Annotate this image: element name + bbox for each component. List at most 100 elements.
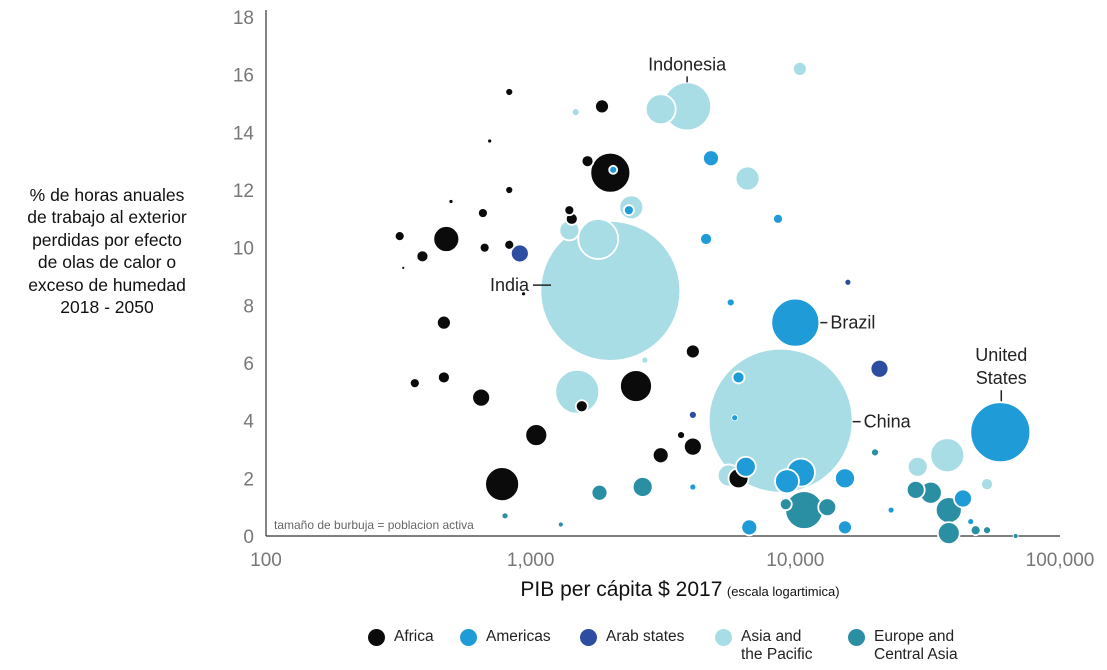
bubble-americas xyxy=(731,370,746,385)
legend-swatch xyxy=(368,629,385,646)
bubble-asia-and-the-pacific xyxy=(906,455,929,478)
bubble-africa xyxy=(504,185,515,195)
legend-label-line: Central Asia xyxy=(874,646,958,663)
bubble-americas xyxy=(725,297,736,308)
x-axis-label: PIB per cápita $ 2017 (escala logartimic… xyxy=(380,578,980,602)
annotation-china: China xyxy=(864,412,912,432)
bubble-americas xyxy=(967,518,975,525)
bubble-europe-and-central-asia xyxy=(590,483,609,502)
y-axis-label-line: % de horas anuales xyxy=(29,185,185,205)
bubble-africa xyxy=(408,377,421,390)
y-tick-label: 8 xyxy=(243,296,254,317)
annotation-layer: Indonesia India Brazil China United States xyxy=(490,54,1027,431)
x-axis-title: PIB per cápita $ 2017 xyxy=(520,578,723,601)
legend-label-line: Americas xyxy=(486,628,551,645)
y-tick-label: 16 xyxy=(233,66,254,87)
y-axis-label-line: de olas de calor o xyxy=(37,252,177,273)
y-axis-label-line: 2018 - 2050 xyxy=(60,297,154,318)
y-axis-label-line: de trabajo al exterior xyxy=(27,207,187,228)
x-tick-labels: 100 1,000 10,000 100,000 xyxy=(250,550,1094,571)
legend-label-line: Europe and xyxy=(874,628,955,645)
legend-label-line: the Pacific xyxy=(741,646,813,663)
bubble-americas xyxy=(772,212,784,225)
bubble-africa xyxy=(503,238,516,251)
bubble-africa xyxy=(619,369,653,403)
bubble-americas xyxy=(689,483,697,491)
bubble-americas xyxy=(969,401,1032,464)
y-axis-label-line: perdidas por efecto xyxy=(32,229,182,250)
bubble-size-note: tamaño de burbuja = poblacion activa xyxy=(274,518,474,532)
y-tick-label: 4 xyxy=(243,412,254,433)
bubble-europe-and-central-asia xyxy=(1012,533,1019,539)
legend-item: Africa xyxy=(368,628,434,646)
legend-label: Europe and Central Asia xyxy=(874,628,958,664)
legend-label: Asia and the Pacific xyxy=(741,628,813,664)
bubble-europe-and-central-asia xyxy=(870,447,880,458)
legend-label: Arab states xyxy=(606,628,684,646)
bubble-asia-and-the-pacific xyxy=(929,437,966,474)
annotation-united-states-line2: States xyxy=(976,368,1027,388)
y-axis-label: % de horas anuales de trabajo al exterior… xyxy=(0,184,214,318)
bubble-europe-and-central-asia xyxy=(969,524,982,537)
bubble-africa xyxy=(504,87,515,97)
bubble-asia-and-the-pacific xyxy=(641,356,649,364)
legend-label-line: Arab states xyxy=(606,628,685,645)
x-tick-label: 100,000 xyxy=(1026,550,1095,571)
bubble-americas xyxy=(622,204,635,217)
legend-item: Arab states xyxy=(580,628,684,646)
bubble-africa xyxy=(651,446,670,465)
bubble-americas xyxy=(953,488,973,509)
bubble-africa xyxy=(684,343,701,360)
bubble-europe-and-central-asia xyxy=(982,525,992,536)
bubble-africa xyxy=(401,265,406,270)
bubble-asia-and-the-pacific xyxy=(644,93,677,126)
bubble-europe-and-central-asia xyxy=(905,479,926,500)
bubble-africa xyxy=(471,387,492,408)
bubble-americas xyxy=(702,149,720,168)
bubble-africa xyxy=(484,466,521,503)
bubble-africa xyxy=(521,291,526,297)
y-axis-label-line: exceso de humedad xyxy=(28,274,186,295)
bubble-africa xyxy=(676,430,686,440)
y-tick-label: 0 xyxy=(243,527,254,548)
bubble-americas xyxy=(734,455,757,478)
bubble-americas xyxy=(774,468,800,495)
bubble-arab-states xyxy=(869,358,890,379)
legend-item: Europe and Central Asia xyxy=(848,628,958,664)
bubble-americas xyxy=(699,232,713,246)
y-tick-label: 12 xyxy=(233,181,254,202)
bubble-africa xyxy=(432,225,461,253)
bubble-africa xyxy=(415,249,430,264)
y-tick-label: 6 xyxy=(243,354,254,375)
bubble-americas xyxy=(731,414,739,422)
legend-label-line: Asia and xyxy=(741,628,802,645)
bubble-europe-and-central-asia xyxy=(784,490,825,530)
bubble-layer xyxy=(393,61,1032,546)
bubble-asia-and-the-pacific xyxy=(577,218,620,260)
bubble-arab-states xyxy=(509,243,530,264)
x-axis-scale-note: (escala logartimica) xyxy=(726,584,840,599)
bubble-africa xyxy=(436,370,451,385)
bubble-americas xyxy=(834,467,856,490)
bubble-arab-states xyxy=(687,409,698,420)
legend-swatch xyxy=(460,629,477,646)
bubble-asia-and-the-pacific xyxy=(980,477,994,492)
bubble-africa xyxy=(563,204,576,217)
bubble-africa xyxy=(393,230,406,243)
legend-swatch xyxy=(580,629,597,646)
legend-swatch xyxy=(715,629,732,646)
bubble-africa xyxy=(435,314,452,331)
x-tick-label: 100 xyxy=(250,550,282,571)
bubble-africa xyxy=(524,423,549,447)
bubble-americas xyxy=(770,297,821,348)
bubble-europe-and-central-asia xyxy=(817,497,838,518)
legend-swatch xyxy=(848,629,865,646)
bubble-americas xyxy=(608,164,619,175)
bubble-americas xyxy=(887,506,895,514)
y-tick-label: 14 xyxy=(233,123,255,144)
annotation-brazil: Brazil xyxy=(830,313,875,333)
annotation-india: India xyxy=(490,275,530,295)
bubble-africa xyxy=(594,98,610,115)
bubble-africa xyxy=(448,199,454,204)
